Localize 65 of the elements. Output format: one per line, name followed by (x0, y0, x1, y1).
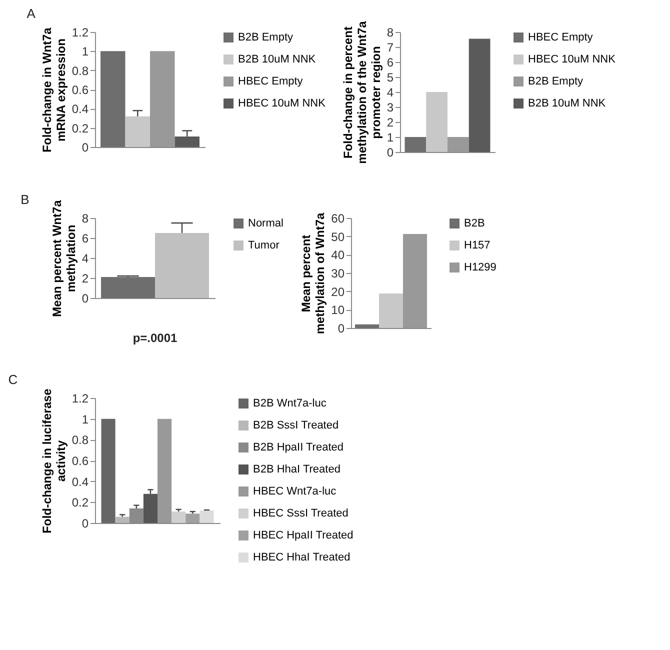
legend-label: HBEC Wnt7a-luc (253, 486, 337, 498)
legend-label: HBEC Empty (238, 76, 304, 88)
y-tick-label: 40 (331, 248, 345, 262)
y-tick-label: 2 (386, 116, 394, 130)
y-tick-label: 0.6 (72, 454, 89, 468)
y-tick-label: 0 (82, 292, 89, 306)
y-tick-label: 8 (82, 212, 89, 226)
y-tick-label: 0.4 (72, 102, 89, 116)
y-tick-label: 30 (331, 266, 345, 280)
legend-label: HBEC Empty (528, 32, 594, 44)
y-tick-label: 0.8 (72, 64, 89, 78)
y-tick-label: 60 (331, 212, 345, 226)
y-tick-label: 4 (82, 252, 89, 266)
text: B (20, 192, 30, 207)
legend-label: B2B Empty (238, 32, 294, 44)
y-tick-label: 6 (386, 56, 394, 70)
text: p=.0001 (132, 331, 178, 345)
legend-label: Tumor (248, 240, 280, 252)
legend-label: Normal (248, 218, 284, 230)
y-tick-label: 2 (82, 272, 89, 286)
legend-label: HBEC SssI Treated (253, 508, 348, 520)
y-tick-label: 4 (386, 86, 394, 100)
y-tick-label: 0 (386, 146, 394, 160)
legend-label: B2B HhaI Treated (253, 464, 340, 476)
y-tick-label: 1.2 (72, 392, 89, 406)
legend-label: H157 (464, 240, 490, 252)
legend-label: HBEC 10uM NNK (528, 54, 616, 66)
legend-label: B2B HpaII Treated (253, 442, 344, 454)
legend-label: HBEC 10uM NNK (238, 98, 326, 110)
legend-label: B2B Wnt7a-luc (253, 398, 327, 410)
y-tick-label: 6 (82, 232, 89, 246)
y-axis-title: Fold-change in percent methylation of the Wnt7a promoter region (340, 20, 383, 164)
y-tick-label: 1 (82, 412, 89, 426)
legend-label: B2B (464, 218, 485, 230)
text: C (8, 372, 18, 387)
y-tick-label: 50 (331, 230, 345, 244)
y-axis-title: Fold-change in Wnt7a mRNA expression (40, 27, 68, 152)
y-tick-label: 0 (82, 516, 89, 530)
y-tick-label: 1 (386, 130, 394, 144)
y-tick-label: 7 (386, 40, 394, 54)
legend-label: B2B Empty (528, 76, 584, 88)
y-tick-label: 1 (82, 44, 89, 59)
legend-label: HBEC HpaII Treated (253, 530, 354, 542)
y-tick-label: 3 (386, 100, 394, 114)
legend-label: B2B 10uM NNK (528, 98, 606, 110)
y-tick-label: 0.8 (72, 433, 89, 448)
y-tick-label: 10 (331, 303, 345, 318)
y-tick-label: 5 (386, 70, 394, 84)
y-axis-title: Mean percent methylation of Wnt7a (299, 212, 328, 334)
text: A (26, 6, 36, 21)
y-tick-label: 0.4 (72, 474, 89, 489)
y-tick-label: 0.2 (72, 496, 89, 510)
y-tick-label: 0 (338, 322, 345, 336)
y-tick-label: 20 (331, 284, 345, 299)
legend-label: B2B SssI Treated (253, 420, 339, 432)
legend-label: HBEC HhaI Treated (253, 552, 350, 564)
y-tick-label: 0 (82, 140, 89, 154)
y-tick-label: 8 (386, 26, 394, 40)
y-axis-title: Fold-change in luciferase activity (40, 388, 68, 534)
y-axis-title: Mean percent Wnt7a methylation (50, 200, 78, 317)
y-tick-label: 0.6 (72, 83, 89, 97)
legend-label: B2B 10uM NNK (238, 54, 316, 66)
y-tick-label: 1.2 (72, 26, 89, 40)
y-tick-label: 0.2 (72, 121, 89, 136)
legend-label: H1299 (464, 262, 496, 274)
